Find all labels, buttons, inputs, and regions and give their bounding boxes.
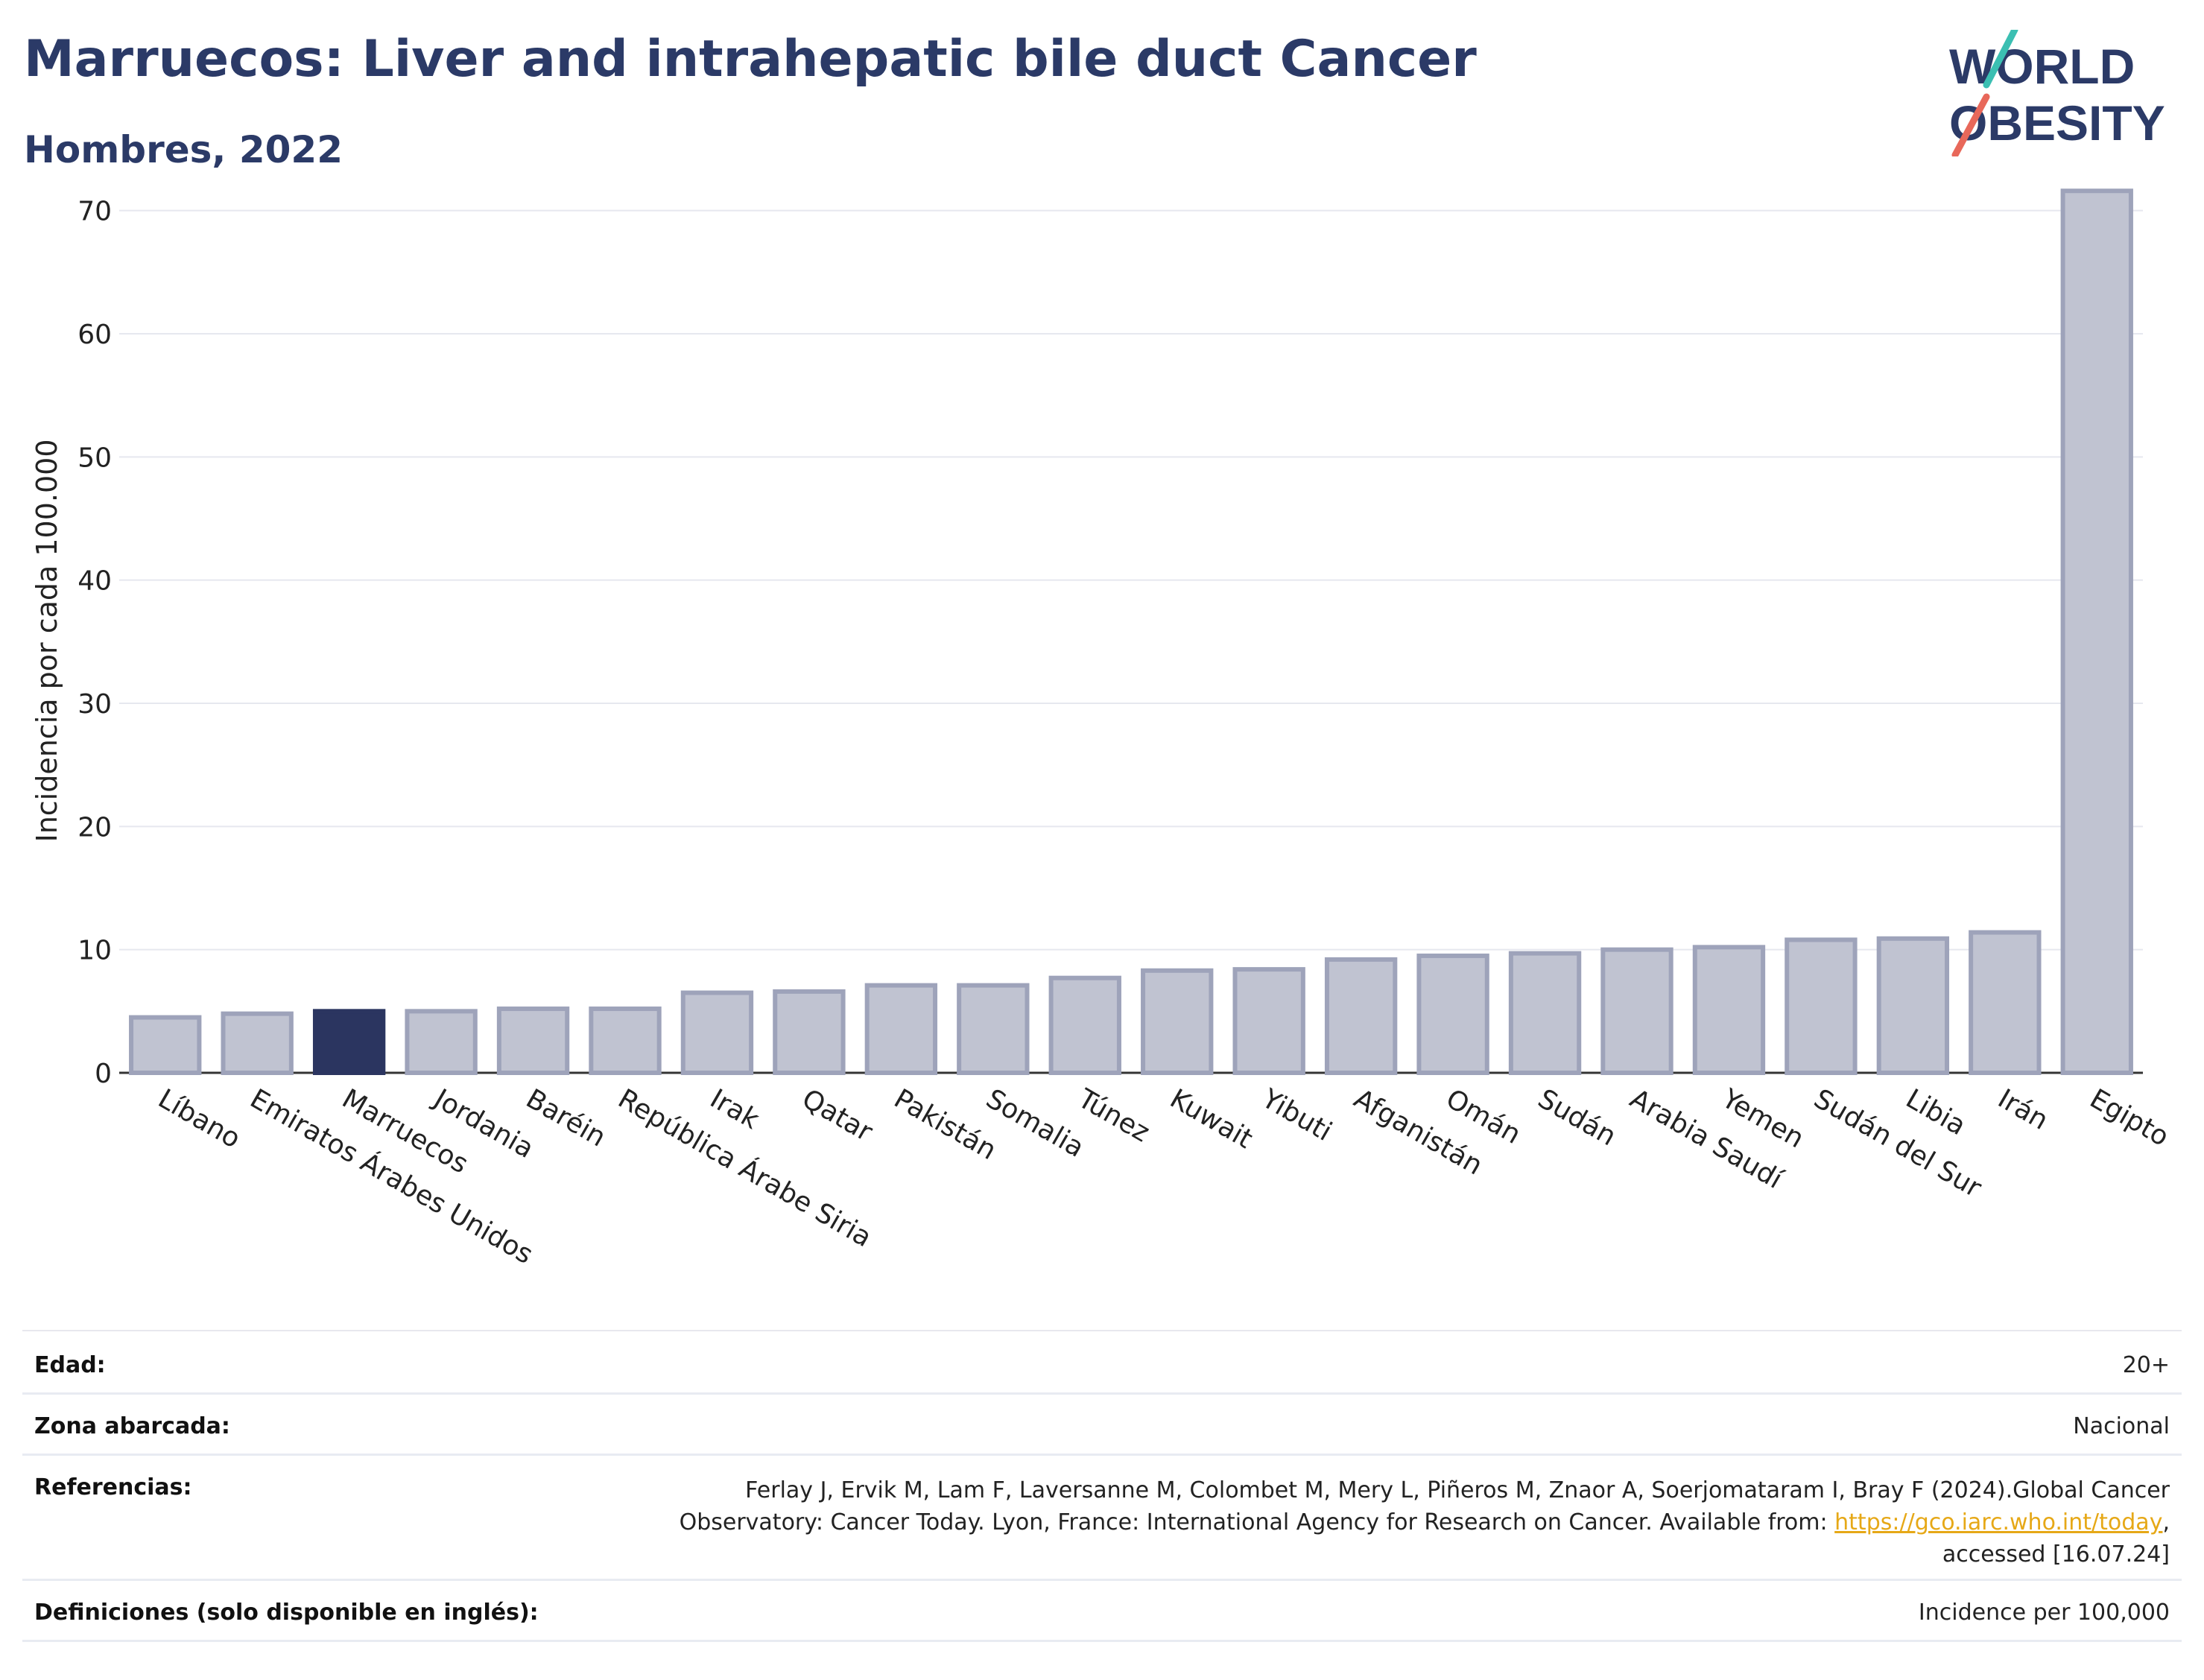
y-axis: 0 10 20 30 40 50 60 70 bbox=[77, 197, 112, 1089]
y-tick-label: 40 bbox=[77, 566, 112, 597]
bar-21 bbox=[2060, 188, 2133, 1075]
bar-9 bbox=[957, 983, 1030, 1075]
bar-chart: 0 10 20 30 40 50 60 70 Líbano Emiratos Árabes Un… bbox=[31, 188, 2174, 1270]
references-line-2-text: Observatory: Cancer Today. Lyon, France:… bbox=[679, 1509, 1835, 1535]
references-line-3: accessed [16.07.24] bbox=[1942, 1541, 2170, 1568]
y-tick-label: 70 bbox=[77, 197, 112, 227]
y-tick-label: 20 bbox=[77, 812, 112, 843]
x-tick-label: Irán bbox=[1992, 1083, 2053, 1136]
x-tick-label: Irak bbox=[705, 1083, 764, 1135]
x-tick-label: Yibuti bbox=[1256, 1083, 1337, 1147]
y-tick-label: 60 bbox=[77, 320, 112, 350]
bar-12 bbox=[1232, 967, 1305, 1075]
meta-row-zone: Zona abarcada: Nacional bbox=[22, 1392, 2182, 1456]
y-axis-label: Incidencia por cada 100.000 bbox=[31, 439, 63, 842]
bar-1 bbox=[221, 1011, 294, 1076]
references-line-1: Ferlay J, Ervik M, Lam F, Laversanne M, … bbox=[745, 1477, 2170, 1503]
bar-18 bbox=[1785, 937, 1858, 1075]
x-tick-label: Sudán bbox=[1533, 1083, 1621, 1152]
bar-4 bbox=[496, 1007, 570, 1075]
bars bbox=[129, 188, 2133, 1076]
definitions-value: Incidence per 100,000 bbox=[1918, 1600, 2170, 1626]
bar-8 bbox=[864, 983, 938, 1075]
y-tick-label: 50 bbox=[77, 443, 112, 473]
x-tick-label: Libia bbox=[1901, 1083, 1971, 1141]
logo-stroke-teal bbox=[1983, 30, 2018, 89]
zone-value: Nacional bbox=[2073, 1413, 2170, 1439]
x-tick-label: Arabia Saudí bbox=[1625, 1083, 1788, 1195]
x-tick-label: Egipto bbox=[2085, 1083, 2174, 1153]
bar-2 bbox=[312, 1009, 386, 1076]
x-tick-label: Líbano bbox=[153, 1083, 245, 1154]
bar-13 bbox=[1324, 957, 1398, 1075]
y-tick-label: 30 bbox=[77, 689, 112, 720]
metadata-table: Edad: 20+ Zona abarcada: Nacional Refere… bbox=[22, 1330, 2182, 1642]
definitions-label: Definiciones (solo disponible en inglés)… bbox=[34, 1600, 539, 1626]
references-link[interactable]: https://gco.iarc.who.int/today bbox=[1834, 1509, 2163, 1535]
page-title: Marruecos: Liver and intrahepatic bile d… bbox=[24, 30, 1477, 89]
bar-16 bbox=[1600, 947, 1673, 1075]
bar-20 bbox=[1969, 930, 2042, 1076]
bar-19 bbox=[1876, 936, 1950, 1075]
age-value: 20+ bbox=[2122, 1352, 2170, 1378]
bar-11 bbox=[1141, 968, 1214, 1075]
references-value: Ferlay J, Ervik M, Lam F, Laversanne M, … bbox=[680, 1474, 2170, 1570]
bar-5 bbox=[589, 1007, 662, 1075]
x-tick-label: Somalia bbox=[981, 1083, 1089, 1164]
meta-row-definitions: Definiciones (solo disponible en inglés)… bbox=[22, 1579, 2182, 1642]
y-tick-label: 10 bbox=[77, 936, 112, 966]
meta-row-references: Referencias: Ferlay J, Ervik M, Lam F, L… bbox=[22, 1454, 2182, 1581]
logo-text-world: WORLD bbox=[1949, 39, 2135, 94]
meta-row-age: Edad: 20+ bbox=[22, 1331, 2182, 1395]
bar-10 bbox=[1048, 975, 1121, 1076]
bar-14 bbox=[1416, 953, 1489, 1076]
x-tick-label: Pakistán bbox=[889, 1083, 1001, 1166]
world-obesity-logo: WORLD OBESITY bbox=[1949, 30, 2165, 156]
references-line-2: Observatory: Cancer Today. Lyon, France:… bbox=[680, 1506, 2170, 1538]
age-label: Edad: bbox=[34, 1352, 106, 1378]
bar-3 bbox=[405, 1009, 478, 1076]
bar-17 bbox=[1692, 945, 1766, 1075]
x-tick-label: Kuwait bbox=[1165, 1083, 1258, 1155]
x-tick-label: Sudán del Sur bbox=[1808, 1083, 1986, 1203]
references-line-2-end: , bbox=[2162, 1509, 2170, 1535]
y-tick-label: 0 bbox=[95, 1059, 112, 1089]
x-tick-label: Qatar bbox=[797, 1083, 877, 1147]
logo-stroke-coral bbox=[1951, 93, 1990, 156]
bar-0 bbox=[129, 1015, 202, 1075]
bar-6 bbox=[680, 990, 754, 1075]
x-axis: Líbano Emiratos Árabes UnidosMarruecosJor… bbox=[153, 1083, 2173, 1270]
references-label: Referencias: bbox=[34, 1474, 192, 1500]
bar-7 bbox=[773, 989, 846, 1076]
page-subtitle: Hombres, 2022 bbox=[24, 128, 343, 171]
bar-15 bbox=[1508, 951, 1582, 1076]
zone-label: Zona abarcada: bbox=[34, 1413, 230, 1439]
